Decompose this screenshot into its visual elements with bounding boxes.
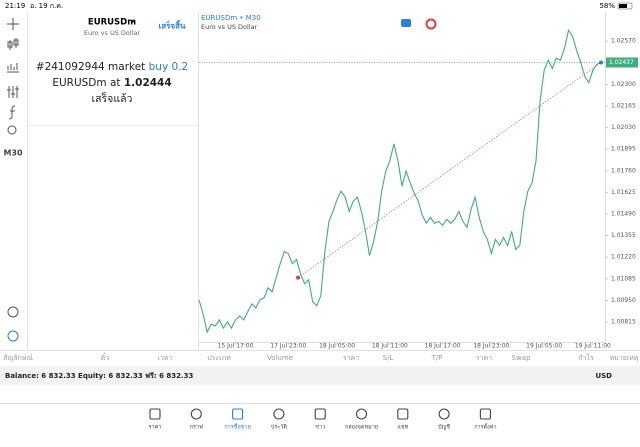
balance-text: Balance: 6 832.33 Equity: 6 832.33 ฟรี: …	[5, 372, 194, 380]
order-message: #241092944 market buy 0.2	[36, 61, 188, 73]
tab-icon[interactable]	[232, 408, 244, 420]
column-header: เวลา	[158, 354, 173, 362]
x-tick-label: 15 Jul 17:00	[218, 343, 254, 350]
crosshair-icon[interactable]	[7, 18, 19, 30]
tab-label[interactable]: แชท	[397, 424, 408, 431]
done-button[interactable]: เสร็จสิ้น	[159, 20, 186, 31]
tab-icon[interactable]	[355, 408, 368, 420]
open-marker	[296, 275, 301, 280]
chart-area: 1.02570 1.02300 1.02165 1.02030 1.01895 1.017…	[198, 28, 638, 350]
status-time: 21:19	[5, 2, 25, 10]
column-header: Volume	[267, 354, 293, 362]
y-tick-label: 1.01490	[611, 211, 636, 218]
trade-icon[interactable]	[7, 330, 19, 342]
tab-icon[interactable]	[190, 408, 202, 420]
chart-title: EURUSDm • M30	[201, 14, 261, 22]
x-tick-label: 18 Jul 11:00	[372, 343, 408, 350]
x-tick-label: 18 Jul 23:00	[473, 343, 509, 350]
panel-symbol[interactable]: EURUSDm	[88, 18, 136, 28]
objects-icon[interactable]	[7, 125, 17, 135]
tab-label[interactable]: กราฟ	[190, 424, 203, 431]
tab-label[interactable]: ข่าว	[315, 425, 325, 431]
column-header: กำไร	[578, 353, 594, 362]
table-header: สัญลักษณ์ ตั๋ว เวลา ประเภท Volume ราคา S/L T/P ร…	[3, 353, 639, 362]
tab-icon[interactable]	[438, 408, 450, 420]
trade-line	[297, 62, 602, 278]
tab-icon[interactable]	[397, 408, 409, 420]
column-header: ตั๋ว	[101, 353, 110, 362]
column-header: ประเภท	[207, 354, 231, 362]
battery-icon	[617, 2, 633, 10]
x-tick-label: 19 Jul 05:00	[526, 343, 562, 350]
tab-icon[interactable]	[479, 408, 491, 420]
settings-icon[interactable]	[7, 86, 19, 98]
fill-price: 1.02444	[124, 77, 172, 89]
balance-row	[0, 366, 640, 385]
tab-label[interactable]: ประวัติ	[271, 424, 287, 431]
current-price-label: 1.02437	[609, 59, 634, 66]
tab-icon[interactable]	[273, 408, 285, 420]
status-battery: 58%	[599, 2, 615, 10]
tab-bar: ราคา กราฟ การซื้อขาย ประวัติ ข่าว กล่องจดหมาย…	[149, 408, 497, 431]
tab-icon[interactable]	[314, 408, 326, 420]
y-tick-label: 1.01220	[611, 254, 636, 261]
current-price-box	[606, 57, 638, 68]
x-tick-label: 19 Jul 11:00	[575, 343, 611, 350]
y-tick-label: 1.00950	[611, 297, 636, 304]
status-date: อ. 19 ก.ค.	[30, 2, 63, 10]
one-click-icon[interactable]	[401, 19, 411, 27]
current-marker	[599, 60, 603, 65]
y-tick-label: 1.02030	[611, 124, 636, 131]
fill-text: EURUSDm at	[52, 77, 120, 89]
function-icon[interactable]	[8, 105, 16, 120]
column-header: T/P	[431, 354, 443, 362]
x-tick-label: 18 Jul 17:00	[425, 343, 461, 350]
chart-type-icon[interactable]	[7, 38, 19, 50]
x-tick-label: 18 Jul 05:00	[319, 343, 355, 350]
tab-label[interactable]: การตั้งค่า	[474, 423, 496, 431]
column-header: ราคา	[476, 354, 492, 362]
column-header: Swap	[512, 354, 531, 362]
column-header: สัญลักษณ์	[3, 354, 33, 362]
tab-label[interactable]: ราคา	[149, 425, 162, 431]
order-status: เสร็จแล้ว	[92, 91, 133, 105]
y-tick-label: 1.00815	[611, 319, 636, 326]
balance-currency: USD	[595, 372, 612, 380]
y-tick-label: 1.02165	[611, 103, 636, 110]
price-line	[198, 28, 602, 334]
tab-label[interactable]: บัญชี	[438, 424, 450, 431]
column-header: หมายเหตุ	[610, 354, 639, 362]
panel-description: Euro vs US Dollar	[84, 29, 141, 37]
y-tick-label: 1.02300	[611, 81, 636, 88]
toolbar-icons	[7, 18, 19, 342]
y-tick-label: 1.01355	[611, 232, 636, 239]
tab-icon[interactable]	[149, 408, 161, 420]
indicators-icon[interactable]	[7, 63, 19, 73]
y-tick-label: 1.02570	[611, 38, 636, 45]
trade-levels-icon[interactable]	[425, 18, 437, 30]
y-tick-label: 1.01895	[611, 146, 636, 153]
battery-level	[619, 4, 627, 8]
column-header: S/L	[383, 354, 394, 362]
tab-label[interactable]: การซื้อขาย	[224, 423, 250, 431]
chart-subtitle: Euro vs US Dollar	[201, 23, 258, 31]
fill-message: EURUSDm at 1.02444	[52, 77, 171, 89]
search-icon[interactable]	[7, 306, 19, 318]
symbol-dropdown[interactable]	[130, 19, 136, 23]
tab-label[interactable]: กล่องจดหมาย	[345, 425, 378, 431]
order-action: buy 0.2	[149, 61, 189, 73]
y-tick-label: 1.01085	[611, 275, 636, 282]
order-id: #241092944 market	[36, 61, 146, 73]
timeframe[interactable]: M30	[3, 149, 23, 158]
y-tick-label: 1.01760	[611, 167, 636, 174]
y-tick-label: 1.01625	[611, 189, 636, 196]
x-tick-label: 17 Jul 23:00	[270, 343, 306, 350]
column-header: ราคา	[343, 354, 359, 362]
